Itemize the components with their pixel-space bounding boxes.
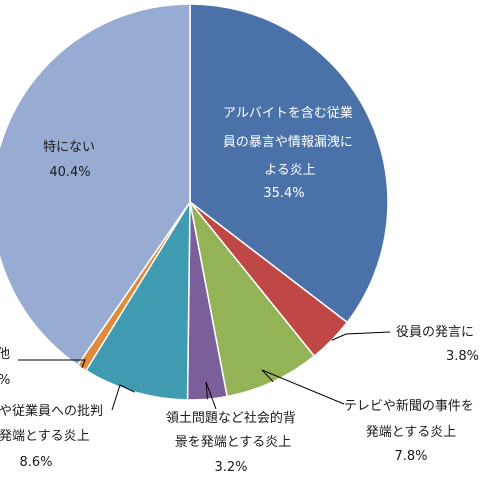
slice-none xyxy=(0,3,191,367)
slice-label-executive: 役員の発言に xyxy=(396,325,474,340)
slice-value-criticism: 8.6% xyxy=(19,455,52,470)
slice-label-other: 他 xyxy=(0,347,10,362)
slice-value-executive: 3.8% xyxy=(446,349,479,364)
leader-line-criticism xyxy=(111,384,135,411)
slice-label-tv-news: テレビや新聞の事件を 発端とする炎上 xyxy=(344,398,478,440)
slice-employee-leak xyxy=(189,3,389,324)
slice-value-territory: 3.2% xyxy=(214,460,247,475)
slice-criticism xyxy=(84,199,191,401)
slice-label-employee-leak: アルバイトを含む従業 員の暴言や情報漏洩に よる炎上 xyxy=(223,105,357,178)
slice-value-other: % xyxy=(0,373,10,388)
leader-line-executive xyxy=(331,331,391,341)
leader-line-territory xyxy=(205,381,217,410)
slice-value-none: 40.4% xyxy=(49,165,90,180)
leader-line-other xyxy=(18,359,86,369)
slice-label-criticism: や従業員への批判 発端とする炎上 xyxy=(0,403,107,444)
leader-line-tv-news xyxy=(261,369,345,405)
leader-lines xyxy=(18,331,391,411)
slice-value-employee-leak: 35.4% xyxy=(263,186,304,201)
slice-label-none: 特にない xyxy=(43,140,95,155)
slice-value-tv-news: 7.8% xyxy=(394,449,427,464)
slice-label-territory: 領土問題など社会的背 景を発端とする炎上 xyxy=(166,410,300,450)
pie-slices xyxy=(0,3,389,401)
